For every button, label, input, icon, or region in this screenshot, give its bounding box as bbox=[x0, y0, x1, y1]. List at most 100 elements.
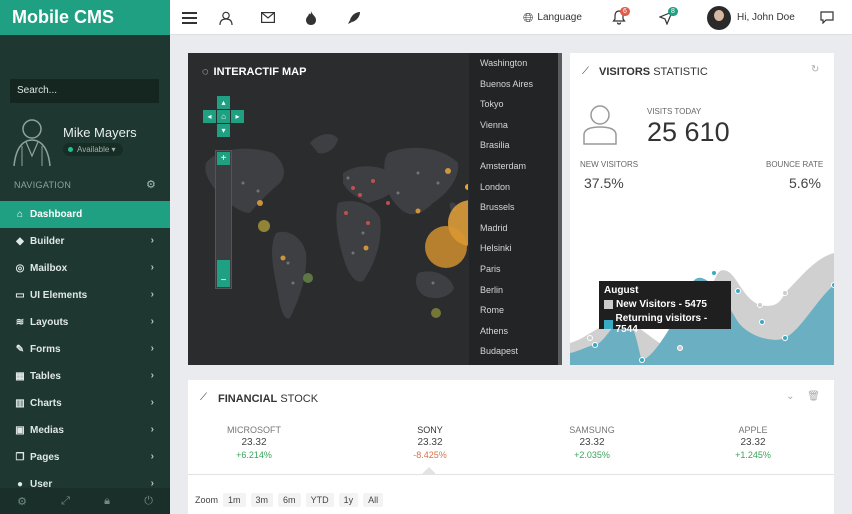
menu-icon[interactable] bbox=[182, 0, 197, 35]
financial-title-light: STOCK bbox=[277, 393, 319, 405]
tooltip-returning-visitors: Returning visitors - 7544 bbox=[615, 313, 708, 335]
divider bbox=[188, 474, 834, 475]
zoom-out-button[interactable]: − bbox=[217, 274, 230, 287]
city-item[interactable]: Brussels bbox=[480, 202, 515, 213]
lock-icon[interactable]: 🔒︎ bbox=[104, 494, 111, 507]
stock-name: SONY bbox=[417, 425, 443, 435]
city-item[interactable]: Helsinki bbox=[480, 243, 512, 254]
sidebar-item-forms[interactable]: ✎ Forms › bbox=[0, 336, 170, 363]
gear-icon[interactable]: ⚙ bbox=[146, 179, 156, 191]
city-item[interactable]: Madrid bbox=[480, 222, 508, 233]
city-item[interactable]: Budapest bbox=[480, 346, 519, 357]
stock-tab-apple[interactable]: APPLE 23.32 +1.245% bbox=[693, 425, 813, 460]
city-item[interactable]: Washington bbox=[480, 58, 528, 68]
city-item[interactable]: Vienna bbox=[480, 119, 508, 130]
returning-visitors-point[interactable] bbox=[735, 288, 741, 294]
trend-line-icon: ⟋ bbox=[582, 66, 589, 77]
sidebar-item-ui-elements[interactable]: ▭ UI Elements › bbox=[0, 282, 170, 309]
globe-icon: 🌐︎ bbox=[523, 9, 534, 25]
sidebar-item-dashboard[interactable]: ⌂ Dashboard bbox=[0, 201, 170, 228]
stock-price: 23.32 bbox=[740, 437, 766, 448]
stock-name: MICROSOFT bbox=[227, 425, 281, 435]
city-item[interactable]: Rome bbox=[480, 305, 505, 316]
refresh-icon[interactable]: ↻ bbox=[811, 64, 820, 75]
stock-tab-samsung[interactable]: SAMSUNG 23.32 +2.035% bbox=[532, 425, 652, 460]
returning-visitors-swatch bbox=[604, 319, 613, 329]
city-list-scrollbar[interactable] bbox=[558, 53, 562, 365]
fire-icon[interactable] bbox=[305, 0, 317, 35]
city-item[interactable]: Buenos Aires bbox=[480, 78, 534, 89]
new-visitors-point[interactable] bbox=[677, 345, 683, 351]
sidebar-item-mailbox[interactable]: ◎ Mailbox › bbox=[0, 255, 170, 282]
returning-visitors-point[interactable] bbox=[782, 335, 788, 341]
sidebar-item-label: UI Elements bbox=[30, 290, 88, 301]
city-item[interactable]: Tokyo bbox=[480, 99, 504, 110]
returning-visitors-point[interactable] bbox=[831, 282, 835, 288]
stock-price: 23.32 bbox=[417, 437, 443, 448]
search-input[interactable]: Search... bbox=[10, 79, 159, 103]
new-visitors-point[interactable] bbox=[587, 335, 593, 341]
pan-down-button[interactable]: ▾ bbox=[217, 124, 230, 137]
trash-icon[interactable]: 🗑︎ bbox=[807, 391, 820, 402]
visits-today-value: 25 610 bbox=[647, 117, 730, 147]
profile-status-label: Available bbox=[77, 145, 110, 154]
zoom-1y-button[interactable]: 1y bbox=[338, 493, 359, 507]
pan-right-button[interactable]: ▸ bbox=[231, 110, 244, 123]
sidebar-item-builder[interactable]: ◆ Builder › bbox=[0, 228, 170, 255]
collapse-chevron-icon[interactable]: ⌄ bbox=[786, 391, 795, 402]
pan-left-button[interactable]: ◂ bbox=[203, 110, 216, 123]
app-logo[interactable]: Mobile CMS bbox=[0, 0, 170, 35]
zoom-all-button[interactable]: All bbox=[363, 493, 384, 507]
sidebar-item-user[interactable]: ● User › bbox=[0, 471, 170, 498]
stock-tab-sony[interactable]: SONY 23.32 -8.425% bbox=[370, 425, 490, 460]
notification-badge: 6 bbox=[620, 7, 630, 16]
new-visitors-point[interactable] bbox=[782, 290, 788, 296]
new-visitors-point[interactable] bbox=[757, 302, 763, 308]
returning-visitors-point[interactable] bbox=[759, 319, 765, 325]
monitor-icon: ▭ bbox=[15, 290, 25, 301]
returning-visitors-point[interactable] bbox=[711, 270, 717, 276]
chevron-right-icon: › bbox=[150, 451, 154, 462]
zoom-ytd-button[interactable]: YTD bbox=[305, 493, 334, 507]
user-menu[interactable]: Hi, John Doe bbox=[707, 0, 795, 35]
city-item[interactable]: London bbox=[480, 181, 511, 192]
pan-up-button[interactable]: ▴ bbox=[217, 96, 230, 109]
notification-bell-icon[interactable] bbox=[612, 0, 626, 35]
zoom-1m-button[interactable]: 1m bbox=[223, 493, 246, 507]
mail-icon[interactable] bbox=[261, 0, 275, 35]
city-item[interactable]: Amsterdam bbox=[480, 160, 527, 171]
send-icon[interactable] bbox=[659, 0, 673, 35]
map-home-button[interactable]: ⌂ bbox=[217, 110, 230, 123]
chat-icon[interactable] bbox=[820, 0, 834, 35]
city-item[interactable]: Berlin bbox=[480, 284, 504, 295]
sidebar-item-layouts[interactable]: ≋ Layouts › bbox=[0, 309, 170, 336]
sidebar-item-tables[interactable]: ▦ Tables › bbox=[0, 363, 170, 390]
sidebar: Mobile CMS Search... Mike Mayers Availab… bbox=[0, 0, 170, 514]
zoom-in-button[interactable]: + bbox=[217, 152, 230, 165]
returning-visitors-point[interactable] bbox=[639, 357, 645, 363]
power-icon[interactable]: ⏻ bbox=[144, 494, 153, 507]
language-selector[interactable]: 🌐︎ Language bbox=[523, 0, 582, 35]
avatar bbox=[707, 5, 731, 30]
user-icon[interactable] bbox=[219, 0, 233, 35]
sidebar-item-medias[interactable]: ▣ Medias › bbox=[0, 417, 170, 444]
city-item[interactable]: Paris bbox=[480, 263, 501, 274]
sidebar-item-label: Forms bbox=[30, 344, 61, 355]
returning-visitors-point[interactable] bbox=[592, 342, 598, 348]
settings-icon[interactable]: ⚙ bbox=[17, 495, 27, 508]
zoom-3m-button[interactable]: 3m bbox=[250, 493, 274, 507]
visitors-title-light: STATISTIC bbox=[650, 66, 708, 78]
zoom-6m-button[interactable]: 6m bbox=[278, 493, 301, 507]
profile-status-dropdown[interactable]: Available ▾ bbox=[63, 143, 123, 156]
city-item[interactable]: Athens bbox=[480, 325, 509, 336]
world-map[interactable] bbox=[188, 53, 468, 365]
edit-icon: ✎ bbox=[15, 344, 25, 355]
sidebar-item-charts[interactable]: ▥ Charts › bbox=[0, 390, 170, 417]
zoom-label: Zoom bbox=[195, 495, 219, 505]
rocket-icon[interactable] bbox=[347, 0, 361, 35]
fullscreen-icon[interactable]: ⤢ bbox=[61, 494, 70, 507]
zoom-slider[interactable] bbox=[215, 150, 232, 289]
sidebar-item-pages[interactable]: ❐ Pages › bbox=[0, 444, 170, 471]
stock-tab-microsoft[interactable]: MICROSOFT 23.32 +6.214% bbox=[194, 425, 314, 460]
city-item[interactable]: Brasilia bbox=[480, 140, 510, 151]
